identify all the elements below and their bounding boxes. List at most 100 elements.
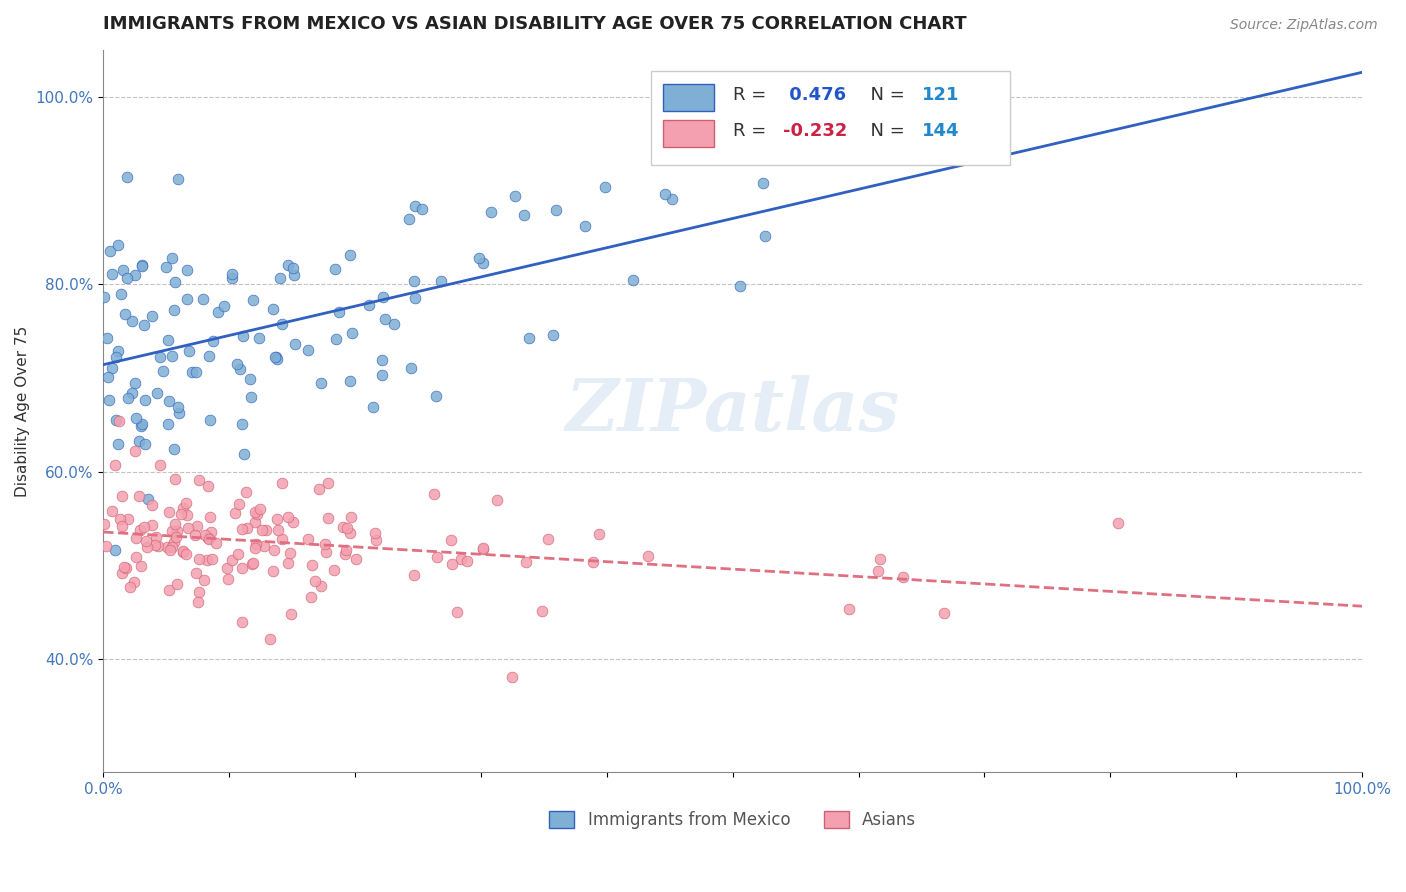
Point	[247, 331, 270, 345]
Point	[541, 328, 564, 343]
Point	[364, 525, 387, 540]
Point	[179, 343, 201, 358]
Point	[163, 276, 186, 290]
Point	[283, 268, 305, 282]
Point	[197, 349, 219, 363]
Point	[621, 273, 644, 287]
Point	[267, 523, 290, 537]
Point	[128, 489, 150, 503]
Point	[121, 314, 143, 328]
Point	[530, 604, 553, 618]
Point	[165, 517, 187, 532]
Point	[224, 506, 246, 520]
Point	[166, 172, 188, 186]
Point	[186, 518, 208, 533]
Point	[277, 258, 299, 272]
Point	[180, 365, 202, 379]
Point	[98, 392, 121, 407]
Point	[188, 473, 211, 487]
Point	[166, 400, 188, 414]
Point	[111, 489, 134, 503]
Point	[163, 302, 186, 317]
Point	[299, 591, 322, 605]
Point	[278, 546, 301, 560]
Point	[176, 262, 198, 277]
Point	[441, 558, 464, 572]
Point	[111, 263, 134, 277]
Point	[165, 472, 187, 486]
Point	[176, 292, 198, 306]
Point	[207, 305, 229, 319]
Point	[197, 531, 219, 545]
Point	[456, 554, 478, 568]
Point	[146, 539, 169, 553]
Point	[136, 541, 159, 555]
Point	[262, 564, 284, 578]
Point	[271, 317, 294, 331]
Point	[166, 576, 188, 591]
Point	[98, 244, 121, 258]
Point	[328, 304, 350, 318]
Point	[195, 552, 218, 566]
Point	[198, 532, 221, 546]
Point	[134, 437, 156, 451]
Point	[96, 331, 118, 345]
Point	[754, 229, 776, 244]
Point	[186, 566, 208, 580]
Text: Source: ZipAtlas.com: Source: ZipAtlas.com	[1230, 18, 1378, 32]
Point	[574, 219, 596, 234]
Point	[250, 523, 273, 537]
Point	[868, 565, 890, 579]
Point	[141, 517, 163, 532]
Point	[149, 350, 172, 364]
Point	[201, 552, 224, 566]
Point	[315, 545, 337, 559]
Point	[344, 552, 367, 566]
Point	[382, 317, 405, 331]
Point	[277, 556, 299, 570]
Point	[117, 169, 139, 184]
Point	[155, 260, 177, 274]
Point	[450, 552, 472, 566]
Point	[132, 520, 155, 534]
Point	[128, 523, 150, 537]
Point	[323, 261, 346, 276]
Point	[399, 361, 422, 376]
Point	[110, 566, 132, 580]
Point	[226, 547, 249, 561]
Point	[117, 392, 139, 406]
Point	[143, 538, 166, 552]
Point	[221, 271, 243, 285]
Point	[262, 302, 284, 317]
Point	[374, 312, 396, 326]
Point	[228, 497, 250, 511]
Point	[270, 476, 292, 491]
Point	[910, 125, 932, 139]
Point	[411, 202, 433, 216]
Point	[200, 524, 222, 539]
Point	[129, 419, 152, 434]
Point	[125, 531, 148, 545]
Point	[513, 208, 536, 222]
Point	[423, 487, 446, 501]
Text: ZIPatlas: ZIPatlas	[565, 376, 900, 446]
Point	[582, 555, 605, 569]
Point	[335, 542, 357, 557]
Point	[339, 248, 361, 262]
Point	[264, 351, 287, 365]
Point	[339, 526, 361, 541]
Point	[160, 540, 183, 554]
Point	[245, 505, 267, 519]
Point	[93, 516, 115, 531]
Point	[370, 368, 392, 382]
Point	[226, 357, 249, 371]
Legend: Immigrants from Mexico, Asians: Immigrants from Mexico, Asians	[543, 805, 922, 836]
Point	[156, 540, 179, 554]
Point	[162, 442, 184, 456]
Point	[184, 528, 207, 542]
Point	[364, 533, 387, 548]
Point	[156, 333, 179, 347]
Point	[371, 290, 394, 304]
Point	[426, 550, 449, 565]
Point	[122, 575, 145, 590]
